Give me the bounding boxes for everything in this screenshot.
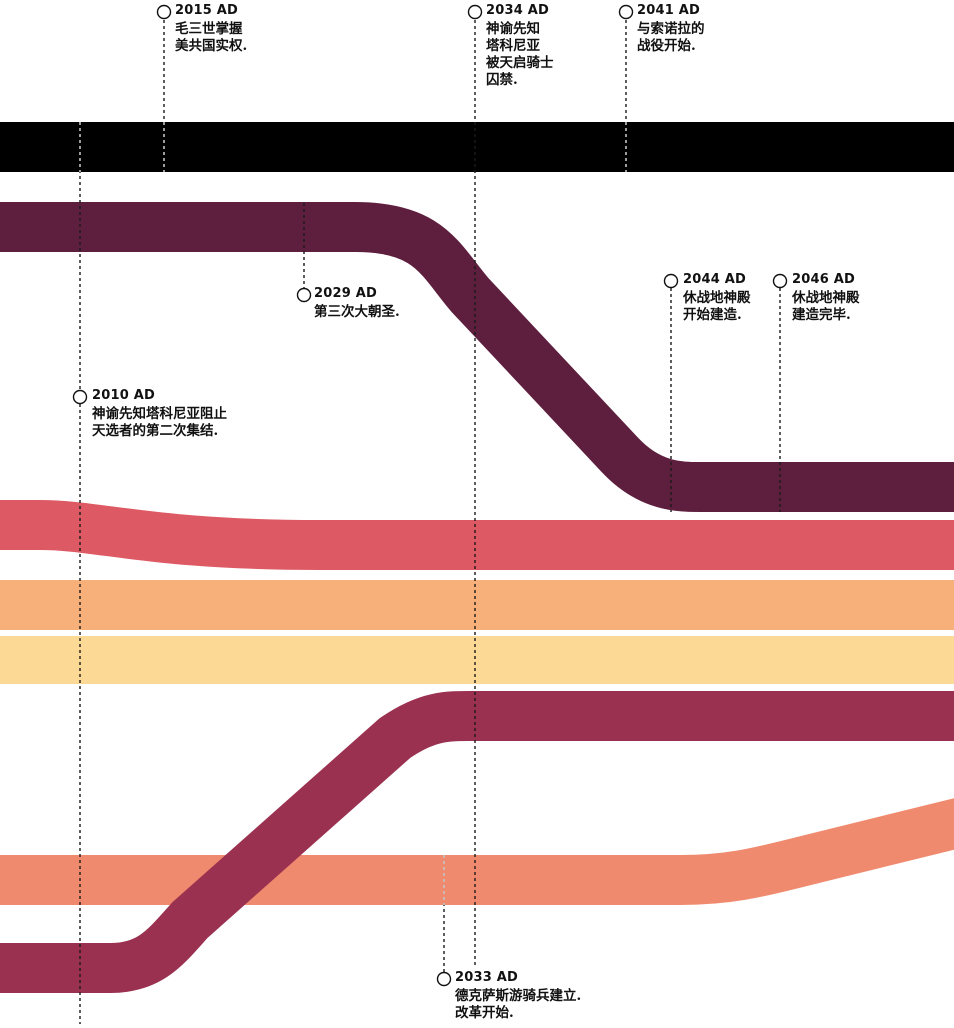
- band-salmon: [0, 798, 954, 905]
- event-year: 2015 AD: [175, 3, 238, 18]
- band-crimson: [0, 690, 954, 993]
- event-guide-lines: [79, 20, 781, 1024]
- event-year: 2033 AD: [455, 970, 518, 985]
- event-text: 第三次大朝圣.: [314, 304, 400, 320]
- event-year: 2046 AD: [792, 272, 855, 287]
- event-year: 2041 AD: [637, 3, 700, 18]
- event-year: 2010 AD: [92, 388, 155, 403]
- stream-bands: [0, 122, 954, 993]
- event-2046: 2046 AD 休战地神殿 建造完毕.: [792, 272, 860, 324]
- event-text: 神谕先知塔科尼亚阻止 天选者的第二次集结.: [92, 406, 227, 439]
- event-2044: 2044 AD 休战地神殿 开始建造.: [683, 272, 751, 324]
- event-text: 休战地神殿 开始建造.: [683, 290, 751, 323]
- event-2029: 2029 AD 第三次大朝圣.: [314, 286, 400, 321]
- event-text: 毛三世掌握 美共国实权.: [175, 21, 248, 54]
- event-text: 休战地神殿 建造完毕.: [792, 290, 860, 323]
- marker-2044: [663, 273, 679, 289]
- marker-2041: [618, 4, 634, 20]
- event-2034: 2034 AD 神谕先知 塔科尼亚 被天启骑士 囚禁.: [486, 3, 554, 89]
- event-2033: 2033 AD 德克萨斯游骑兵建立. 改革开始.: [455, 970, 581, 1022]
- marker-2046: [772, 273, 788, 289]
- event-year: 2034 AD: [486, 3, 549, 18]
- marker-2010: [72, 389, 88, 405]
- event-markers: [72, 4, 788, 987]
- event-2015: 2015 AD 毛三世掌握 美共国实权.: [175, 3, 247, 55]
- marker-2015: [156, 4, 172, 20]
- marker-2029: [296, 287, 312, 303]
- band-plum: [0, 202, 954, 512]
- band-coral: [0, 500, 954, 570]
- event-2010: 2010 AD 神谕先知塔科尼亚阻止 天选者的第二次集结.: [92, 388, 227, 440]
- event-text: 德克萨斯游骑兵建立. 改革开始.: [455, 988, 582, 1021]
- event-text: 神谕先知 塔科尼亚 被天启骑士 囚禁.: [486, 21, 554, 88]
- marker-2033: [436, 971, 452, 987]
- event-2041: 2041 AD 与索诺拉的 战役开始.: [637, 3, 705, 55]
- event-year: 2029 AD: [314, 286, 377, 301]
- marker-2034: [467, 4, 483, 20]
- event-text: 与索诺拉的 战役开始.: [637, 21, 705, 54]
- event-year: 2044 AD: [683, 272, 746, 287]
